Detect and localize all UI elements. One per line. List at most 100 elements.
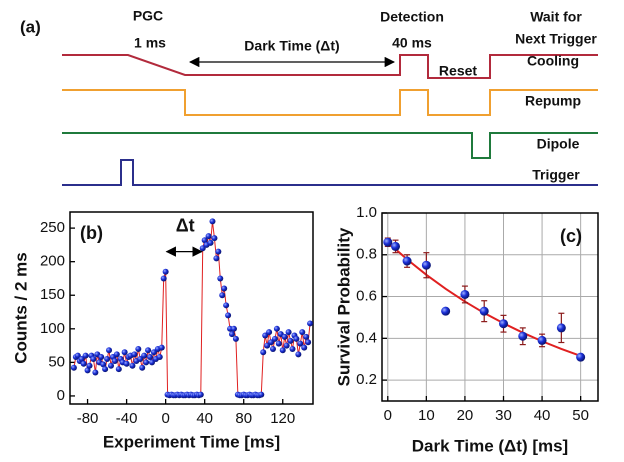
data-point (111, 358, 118, 365)
data-point (209, 218, 216, 225)
data-point (307, 320, 314, 327)
data-point (289, 345, 296, 352)
data-point (223, 302, 230, 309)
data-point (301, 344, 308, 351)
channel-label: Cooling (527, 53, 579, 69)
data-point (74, 352, 81, 359)
x-tick-label: 30 (495, 407, 512, 424)
data-point (479, 306, 489, 316)
x-tick-label: -80 (77, 410, 99, 427)
data-point (402, 256, 412, 266)
data-point (98, 354, 105, 361)
waveform (62, 54, 598, 79)
data-point (295, 351, 302, 358)
waveform (62, 89, 598, 116)
data-point (131, 351, 138, 358)
data-point (201, 237, 208, 244)
y-tick-label: 0.8 (356, 246, 377, 263)
data-point (258, 391, 265, 398)
label: PGC (133, 8, 163, 24)
y-tick-label: 250 (40, 219, 65, 236)
label: Wait for (530, 9, 582, 25)
data-point (271, 335, 278, 342)
data-point (273, 325, 280, 332)
data-point (106, 347, 113, 354)
data-point (143, 359, 150, 366)
data-point (70, 364, 77, 371)
y-tick-label: 200 (40, 253, 65, 270)
data-point (293, 335, 300, 342)
data-point (556, 323, 566, 333)
data-point (211, 235, 218, 242)
data-point (139, 364, 146, 371)
data-point (104, 356, 111, 363)
label: Dark Time (Δt) (244, 38, 339, 54)
data-point (383, 237, 393, 247)
channel-label: Dipole (537, 136, 580, 152)
data-point (115, 366, 122, 373)
data-point (86, 362, 93, 369)
data-point (576, 352, 586, 362)
data-point (283, 342, 290, 349)
panel-label: (a) (20, 17, 41, 36)
data-point (518, 331, 528, 341)
data-point (162, 268, 169, 275)
fit-line (387, 241, 581, 357)
data-point (135, 345, 142, 352)
data-point (221, 285, 228, 292)
x-tick-label: 120 (270, 410, 295, 427)
data-point (100, 361, 107, 368)
x-tick-label: 80 (235, 410, 252, 427)
data-point (217, 275, 224, 282)
y-tick-label: 0.2 (356, 371, 377, 388)
x-tick-label: 40 (196, 410, 213, 427)
channel-label: Trigger (532, 167, 580, 183)
data-point (421, 260, 431, 270)
y-axis-label: Survival Probability (334, 227, 353, 386)
data-point (391, 241, 400, 251)
label: Detection (380, 9, 444, 25)
data-point (160, 275, 167, 282)
x-tick-label: -40 (116, 410, 138, 427)
x-tick-label: 20 (457, 407, 474, 424)
data-point (156, 354, 163, 361)
y-tick-label: 50 (48, 353, 65, 370)
data-point (303, 333, 310, 340)
y-tick-label: 150 (40, 286, 65, 303)
data-point (205, 233, 212, 240)
annotation: Δt (176, 216, 195, 236)
data-point (299, 329, 306, 336)
data-point (107, 362, 114, 369)
data-point (141, 352, 148, 359)
data-point (92, 369, 99, 376)
label: 1 ms (134, 35, 166, 51)
y-tick-label: 100 (40, 320, 65, 337)
x-tick-label: 0 (161, 410, 169, 427)
data-point (269, 345, 276, 352)
data-point (260, 349, 267, 356)
data-point (297, 340, 304, 347)
data-point (145, 347, 152, 354)
data-point (84, 367, 91, 374)
x-axis-label: Dark Time (Δt) [ms] (412, 436, 568, 455)
data-point (219, 292, 226, 299)
data-point (147, 354, 154, 361)
data-point (268, 339, 275, 346)
label: Next Trigger (515, 31, 597, 47)
data-line (73, 221, 311, 396)
data-point (78, 356, 85, 363)
y-tick-label: 1.0 (356, 204, 377, 221)
data-point (90, 356, 97, 363)
data-point (279, 347, 286, 354)
data-point (305, 339, 312, 346)
timing-diagram: (a) PGC 1 ms Dark Time (Δt) Detection 40… (20, 8, 598, 186)
data-point (215, 248, 222, 255)
data-point (225, 312, 232, 319)
waveform (62, 132, 598, 159)
data-point (266, 329, 273, 336)
data-point (197, 391, 204, 398)
data-point (232, 335, 239, 342)
data-point (264, 342, 271, 349)
x-tick-label: 40 (534, 407, 551, 424)
